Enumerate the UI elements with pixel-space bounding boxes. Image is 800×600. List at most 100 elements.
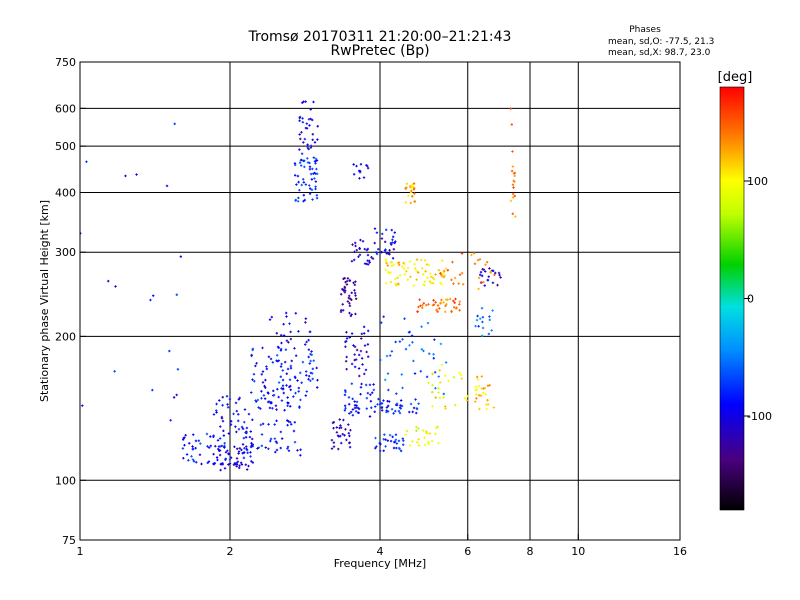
data-point bbox=[390, 350, 394, 353]
data-point bbox=[380, 250, 383, 254]
data-point bbox=[236, 460, 240, 463]
y-axis: 75 100 200 300 400 500 600 750 bbox=[55, 56, 86, 547]
data-point bbox=[240, 425, 244, 429]
data-point bbox=[347, 396, 351, 399]
data-point bbox=[251, 418, 254, 422]
data-point bbox=[385, 282, 388, 285]
data-point bbox=[124, 174, 127, 178]
data-point bbox=[485, 407, 488, 411]
data-point bbox=[442, 392, 446, 396]
data-point bbox=[454, 403, 457, 407]
data-point bbox=[413, 372, 417, 375]
data-point bbox=[421, 306, 424, 310]
data-point bbox=[391, 241, 394, 244]
data-point bbox=[480, 375, 484, 378]
data-point bbox=[498, 273, 501, 277]
data-point bbox=[307, 147, 310, 151]
data-point bbox=[385, 228, 388, 232]
data-point bbox=[487, 275, 490, 278]
data-point bbox=[311, 133, 315, 136]
data-point bbox=[377, 397, 380, 401]
data-point bbox=[415, 429, 418, 432]
data-point bbox=[479, 317, 482, 320]
data-point bbox=[113, 370, 116, 373]
x-tick-label: 16 bbox=[673, 545, 687, 558]
data-point bbox=[481, 320, 484, 324]
data-point bbox=[431, 383, 434, 387]
data-point bbox=[237, 398, 241, 401]
data-point bbox=[453, 301, 456, 304]
data-point bbox=[315, 196, 319, 200]
data-point bbox=[349, 410, 353, 414]
data-point bbox=[348, 403, 351, 406]
phases-heading: Phases bbox=[629, 25, 661, 35]
x-tick-label: 10 bbox=[571, 545, 585, 558]
y-tick-label: 600 bbox=[55, 102, 76, 115]
data-point bbox=[263, 384, 266, 388]
data-point bbox=[187, 459, 190, 462]
data-point bbox=[345, 337, 349, 340]
data-point bbox=[229, 456, 233, 459]
data-point bbox=[409, 185, 413, 188]
data-point bbox=[393, 241, 396, 245]
data-point bbox=[221, 396, 224, 399]
data-point bbox=[264, 446, 267, 449]
data-point bbox=[422, 349, 425, 353]
data-point bbox=[169, 419, 172, 422]
data-point bbox=[345, 438, 348, 442]
data-point bbox=[358, 177, 361, 180]
data-point bbox=[215, 456, 219, 459]
data-point bbox=[209, 444, 212, 448]
data-point bbox=[359, 349, 363, 353]
data-point bbox=[246, 451, 249, 455]
data-point bbox=[431, 372, 434, 376]
data-point bbox=[342, 288, 345, 292]
data-point bbox=[427, 442, 431, 446]
data-point bbox=[269, 437, 273, 441]
data-point bbox=[362, 325, 366, 329]
data-point bbox=[405, 182, 409, 185]
data-point bbox=[188, 442, 191, 445]
data-point bbox=[251, 348, 254, 352]
data-point bbox=[378, 403, 382, 406]
data-point bbox=[81, 404, 84, 407]
data-point bbox=[353, 358, 356, 362]
data-point bbox=[275, 448, 279, 452]
data-point bbox=[298, 161, 302, 164]
data-point bbox=[383, 433, 386, 436]
data-point bbox=[415, 258, 419, 261]
data-point bbox=[416, 310, 419, 313]
data-point bbox=[309, 117, 312, 121]
data-point bbox=[479, 270, 483, 274]
data-point bbox=[215, 402, 218, 406]
data-point bbox=[297, 180, 300, 184]
data-point bbox=[423, 436, 426, 439]
y-axis-label: Stationary phase Virtual Height [km] bbox=[38, 200, 51, 402]
data-point bbox=[465, 399, 469, 402]
data-point bbox=[168, 349, 171, 353]
data-point bbox=[417, 438, 420, 441]
data-point bbox=[307, 378, 310, 381]
data-point bbox=[415, 278, 418, 281]
data-point bbox=[235, 465, 238, 468]
data-point bbox=[386, 372, 390, 375]
data-point bbox=[371, 257, 375, 260]
data-point bbox=[292, 429, 296, 433]
data-point bbox=[385, 410, 388, 414]
data-point bbox=[417, 402, 420, 405]
data-point bbox=[205, 432, 209, 436]
data-point bbox=[354, 241, 357, 245]
data-point bbox=[245, 468, 249, 471]
data-point bbox=[311, 138, 314, 141]
data-point bbox=[279, 446, 282, 450]
data-point bbox=[478, 407, 481, 411]
data-point bbox=[433, 338, 436, 341]
data-point bbox=[308, 167, 312, 171]
data-point bbox=[421, 304, 424, 307]
data-point bbox=[312, 156, 316, 159]
x-tick-label: 1 bbox=[77, 545, 84, 558]
data-point bbox=[415, 411, 418, 415]
data-point bbox=[214, 445, 217, 448]
data-point bbox=[438, 369, 441, 372]
data-point bbox=[298, 189, 301, 192]
